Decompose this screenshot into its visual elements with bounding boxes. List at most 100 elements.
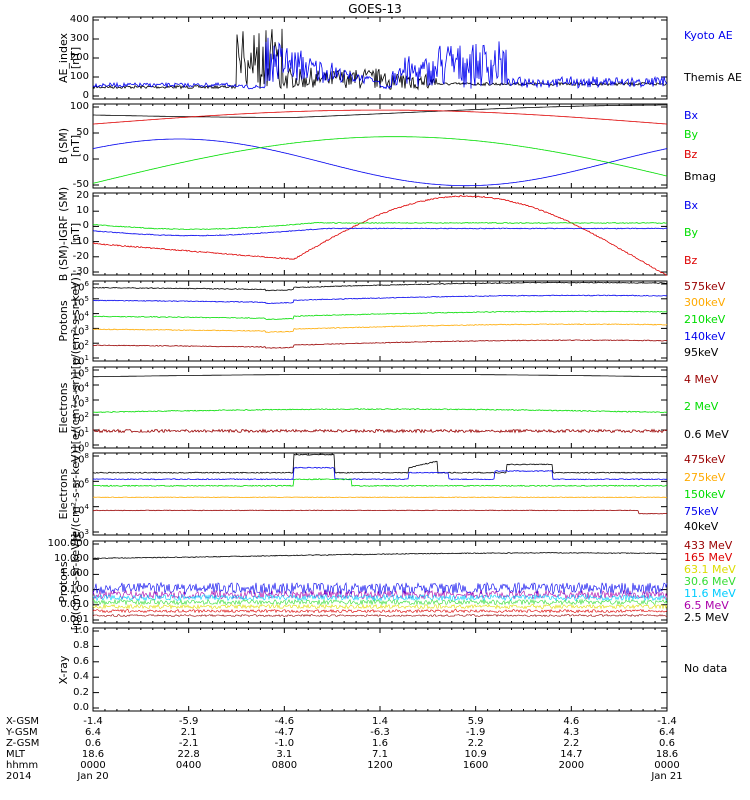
legend-by: By bbox=[684, 129, 698, 140]
legend-by: By bbox=[684, 227, 698, 238]
panel-7 bbox=[93, 541, 667, 623]
axis-row-value: -2.1 bbox=[179, 739, 199, 749]
panel-3 bbox=[93, 193, 667, 275]
series-line bbox=[93, 430, 667, 433]
legend-63-1-mev: 63.1 MeV bbox=[684, 564, 736, 575]
series-line bbox=[93, 553, 667, 559]
axis-row-value: 5.9 bbox=[468, 717, 484, 727]
axis-row-value: 18.6 bbox=[656, 750, 678, 760]
axis-row-value: -1.4 bbox=[657, 717, 677, 727]
legend-75kev: 75keV bbox=[684, 506, 718, 517]
legend-11-6-mev: 11.6 MeV bbox=[684, 588, 736, 599]
axis-row-value: 4.3 bbox=[563, 728, 579, 738]
series-line bbox=[93, 139, 667, 186]
panel-6 bbox=[93, 453, 667, 535]
legend-300kev: 300keV bbox=[684, 297, 725, 308]
axis-row-value: 0800 bbox=[272, 761, 297, 771]
series-line bbox=[93, 324, 667, 333]
axis-row-value: 0000 bbox=[80, 761, 105, 771]
series-line bbox=[93, 605, 667, 609]
axis-row-value: 1.4 bbox=[372, 717, 388, 727]
legend-kyoto-ae: Kyoto AE bbox=[684, 30, 733, 41]
y-axis-label: X-ray bbox=[58, 600, 69, 740]
axis-row-value: 3.1 bbox=[276, 750, 292, 760]
legend-2-5-mev: 2.5 MeV bbox=[684, 612, 729, 623]
axis-row-value: 2.2 bbox=[563, 739, 579, 749]
legend-575kev: 575keV bbox=[684, 281, 725, 292]
axis-row-value: 2000 bbox=[559, 761, 584, 771]
legend-bmag: Bmag bbox=[684, 171, 716, 182]
legend-165-mev: 165 MeV bbox=[684, 552, 732, 563]
axis-row-value: -6.3 bbox=[370, 728, 390, 738]
axis-row-label: Z-GSM bbox=[6, 739, 39, 749]
axis-row-value: -4.6 bbox=[275, 717, 295, 727]
legend-433-mev: 433 MeV bbox=[684, 540, 732, 551]
series-line bbox=[93, 409, 667, 413]
axis-row-value: 6.4 bbox=[659, 728, 675, 738]
series-line bbox=[93, 110, 667, 124]
axis-row-value: 0.6 bbox=[85, 739, 101, 749]
panel-8 bbox=[93, 628, 667, 711]
panel-frame bbox=[93, 453, 667, 535]
axis-row-value: 2.2 bbox=[468, 739, 484, 749]
series-line bbox=[93, 467, 667, 479]
axis-row-value: 18.6 bbox=[82, 750, 104, 760]
legend-150kev: 150keV bbox=[684, 489, 725, 500]
axis-row-value: 1600 bbox=[463, 761, 488, 771]
legend-bz: Bz bbox=[684, 255, 697, 266]
legend-475kev: 475keV bbox=[684, 454, 725, 465]
legend-275kev: 275keV bbox=[684, 472, 725, 483]
panel-frame bbox=[93, 628, 667, 711]
legend-4-mev: 4 MeV bbox=[684, 374, 718, 385]
axis-row-value: 0400 bbox=[176, 761, 201, 771]
axis-row-value: 0000 bbox=[654, 761, 679, 771]
no-data-label: No data bbox=[684, 663, 727, 674]
series-line bbox=[93, 510, 667, 514]
panel-1 bbox=[93, 17, 667, 99]
legend-30-6-mev: 30.6 MeV bbox=[684, 576, 736, 587]
panel-frame bbox=[93, 367, 667, 448]
series-line bbox=[93, 311, 667, 320]
axis-row-label: MLT bbox=[6, 750, 25, 760]
axis-row-value: 2.1 bbox=[181, 728, 197, 738]
series-line bbox=[93, 610, 667, 613]
legend-2-mev: 2 MeV bbox=[684, 401, 718, 412]
series-line bbox=[93, 497, 667, 498]
series-line bbox=[93, 374, 667, 376]
axis-row-label: hhmm bbox=[6, 761, 38, 771]
legend-6-5-mev: 6.5 MeV bbox=[684, 600, 729, 611]
axis-row-value: -1.4 bbox=[83, 717, 103, 727]
panel-4 bbox=[93, 281, 667, 361]
series-line bbox=[93, 615, 667, 617]
axis-row-value: 14.7 bbox=[560, 750, 582, 760]
axis-row-value: 6.4 bbox=[85, 728, 101, 738]
panel-2 bbox=[93, 104, 667, 188]
panel-frame bbox=[93, 281, 667, 361]
legend-themis-ae: Themis AE bbox=[684, 72, 742, 83]
axis-row-value: -4.7 bbox=[275, 728, 295, 738]
axis-row-value: 10.9 bbox=[465, 750, 487, 760]
panel-5 bbox=[93, 367, 667, 448]
axis-row-value: Jan 21 bbox=[651, 772, 682, 782]
legend-210kev: 210keV bbox=[684, 314, 725, 325]
legend-bx: Bx bbox=[684, 200, 698, 211]
series-line bbox=[93, 340, 667, 349]
legend-bz: Bz bbox=[684, 149, 697, 160]
axis-row-value: -1.0 bbox=[275, 739, 295, 749]
axis-row-label: 2014 bbox=[6, 772, 31, 782]
panel-frame bbox=[93, 541, 667, 623]
legend-bx: Bx bbox=[684, 110, 698, 121]
axis-row-label: Y-GSM bbox=[6, 728, 38, 738]
axis-row-label: X-GSM bbox=[6, 717, 39, 727]
series-line bbox=[93, 600, 667, 605]
axis-row-value: 22.8 bbox=[178, 750, 200, 760]
axis-row-value: 0.6 bbox=[659, 739, 675, 749]
axis-row-value: -1.9 bbox=[466, 728, 486, 738]
panel-frame bbox=[93, 193, 667, 275]
axis-row-value: 1200 bbox=[367, 761, 392, 771]
axis-row-value: 1.6 bbox=[372, 739, 388, 749]
axis-row-value: 4.6 bbox=[563, 717, 579, 727]
series-line bbox=[93, 295, 667, 304]
legend-140kev: 140keV bbox=[684, 331, 725, 342]
